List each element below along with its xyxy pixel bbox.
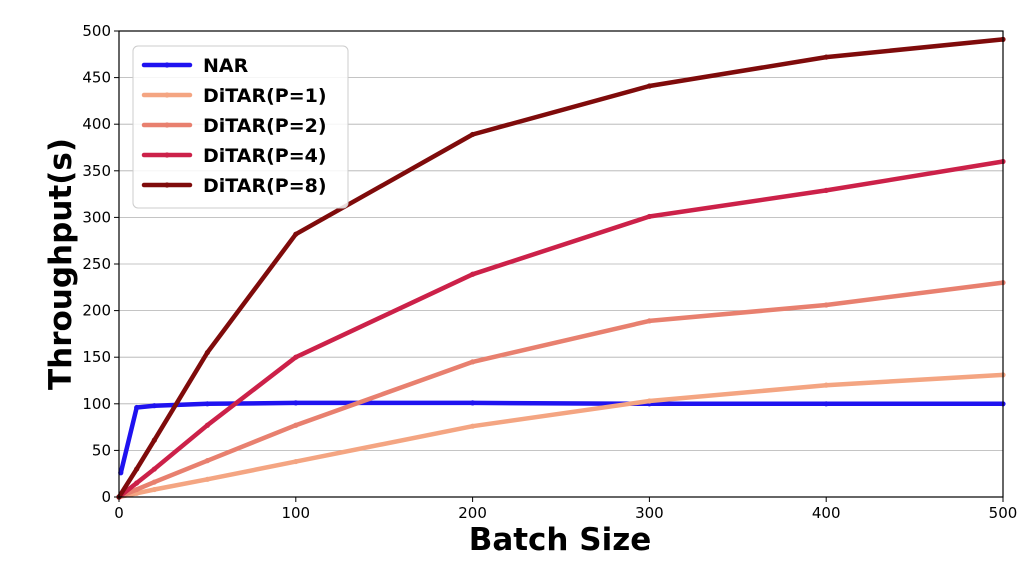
series-nar xyxy=(118,400,1006,476)
y-tick-label: 300 xyxy=(82,208,111,226)
data-point xyxy=(470,400,476,406)
data-point xyxy=(470,423,476,429)
legend-item: DiTAR(P=8) xyxy=(141,175,327,197)
x-tick-label: 300 xyxy=(635,504,664,522)
data-point xyxy=(204,349,210,356)
data-point xyxy=(293,400,299,406)
data-point xyxy=(470,359,476,365)
legend-item: DiTAR(P=1) xyxy=(141,85,327,107)
x-tick-label: 0 xyxy=(114,504,124,522)
data-point xyxy=(823,187,829,193)
data-point xyxy=(470,271,476,277)
y-tick-label: 450 xyxy=(82,69,111,87)
data-point xyxy=(204,458,210,464)
data-point xyxy=(151,437,157,443)
y-tick-label: 150 xyxy=(82,348,111,366)
y-tick-label: 250 xyxy=(82,255,111,273)
x-axis-title: Batch Size xyxy=(469,522,652,558)
y-axis-ticks: 0 50 100 150 200 250 300 350 400 450 500 xyxy=(82,22,119,506)
data-point xyxy=(204,422,210,428)
legend-item: NAR xyxy=(141,55,249,77)
data-point xyxy=(204,401,210,407)
x-axis-ticks: 0 100 200 300 400 500 xyxy=(114,497,1017,522)
y-tick-label: 0 xyxy=(101,488,111,506)
y-tick-label: 500 xyxy=(82,22,111,40)
data-point xyxy=(646,318,653,324)
series-ditar-p-1- xyxy=(116,372,1006,500)
data-point xyxy=(151,486,157,493)
legend-marker xyxy=(164,92,170,98)
y-tick-label: 350 xyxy=(82,162,111,180)
data-point xyxy=(646,83,653,89)
legend-marker xyxy=(164,152,170,158)
data-point xyxy=(204,476,210,482)
series-ditar-p-8- xyxy=(116,36,1006,500)
data-point xyxy=(134,486,140,493)
data-point xyxy=(823,54,829,60)
data-point xyxy=(134,404,140,411)
data-point xyxy=(293,354,299,360)
legend-box xyxy=(132,45,349,209)
data-point xyxy=(646,398,653,404)
data-point xyxy=(151,403,157,409)
y-tick-label: 50 xyxy=(92,441,111,459)
data-point xyxy=(470,131,476,138)
legend-label: NAR xyxy=(203,55,249,77)
legend-label: DiTAR(P=2) xyxy=(203,115,327,137)
y-tick-label: 200 xyxy=(82,302,111,320)
legend-item: DiTAR(P=2) xyxy=(141,115,327,137)
legend-marker xyxy=(164,62,170,68)
legend-marker xyxy=(164,182,170,188)
data-point xyxy=(823,382,829,388)
y-axis-title: Throughput(s) xyxy=(43,138,79,390)
x-tick-label: 100 xyxy=(281,504,310,522)
legend-marker xyxy=(164,122,170,128)
series-layer xyxy=(116,36,1006,500)
data-point xyxy=(823,302,829,308)
x-tick-label: 200 xyxy=(458,504,487,522)
data-point xyxy=(293,458,299,465)
legend-label: DiTAR(P=1) xyxy=(203,85,327,107)
data-point xyxy=(646,213,653,220)
data-point xyxy=(134,480,140,486)
data-point xyxy=(293,422,299,428)
data-point xyxy=(293,231,299,237)
legend-label: DiTAR(P=4) xyxy=(203,145,327,167)
data-point xyxy=(134,466,140,472)
data-point xyxy=(151,466,157,472)
x-tick-label: 500 xyxy=(989,504,1018,522)
x-tick-label: 400 xyxy=(812,504,841,522)
data-point xyxy=(151,479,157,485)
y-tick-label: 400 xyxy=(82,115,111,133)
data-point xyxy=(823,401,829,407)
legend-label: DiTAR(P=8) xyxy=(203,175,327,197)
y-tick-label: 100 xyxy=(82,395,111,413)
legend-item: DiTAR(P=4) xyxy=(141,145,327,167)
legend: NAR DiTAR(P=1) DiTAR(P=2) DiTAR(P=4) DiTAR(P… xyxy=(132,45,349,209)
